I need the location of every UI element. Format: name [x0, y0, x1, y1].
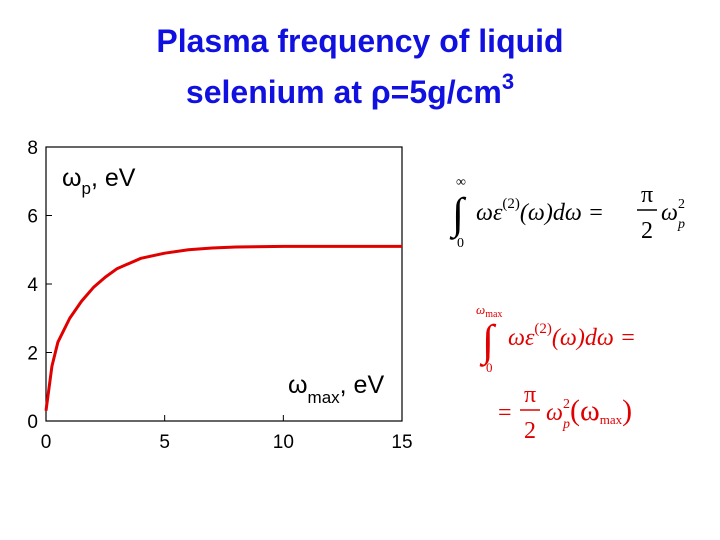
eq-text: max	[600, 412, 623, 427]
x-axis-label: ωmax, eV	[288, 371, 384, 407]
y-tick-label: 8	[27, 138, 38, 159]
eq-text: (ω)dω =	[552, 325, 636, 351]
eq-text: 2	[641, 218, 653, 244]
title-superscript: 3	[502, 69, 514, 94]
eq-text: ωε	[508, 325, 535, 351]
equation: ∫ ωmax 0 ωε(2)(ω)dω = = π 2 ωp2(ωmax)	[476, 302, 636, 444]
label-part: ω	[288, 371, 308, 399]
eq-text: (ω	[570, 394, 600, 427]
eq-text: π	[524, 382, 536, 408]
title-text: selenium at ρ=5g/cm	[186, 74, 502, 110]
y-tick-label: 0	[27, 412, 38, 433]
eq-text: p	[677, 217, 685, 232]
eq-text: (2)	[534, 321, 552, 337]
eq-text: =	[498, 400, 512, 426]
eq-text: ωp 2	[661, 197, 685, 232]
label-part: max	[308, 388, 341, 407]
eq-text: (ω)dω =	[520, 200, 604, 226]
x-tick-label: 10	[273, 432, 294, 453]
y-tick-label: 4	[27, 275, 38, 296]
title-line: Plasma frequency of liquid	[156, 23, 563, 59]
eq-text: ω	[546, 400, 563, 426]
equation: ∫ ∞ 0 ωε(2)(ω)dω = π 2 ωp 2	[449, 175, 685, 251]
eq-text: ωε(2)(ω)dω =	[508, 321, 636, 351]
eq-text: 0	[486, 360, 493, 375]
x-tick-label: 15	[391, 432, 412, 453]
title-line: selenium at ρ=5g/cm3	[186, 69, 514, 110]
x-tick-label: 5	[159, 432, 170, 453]
y-tick-label: 6	[27, 207, 38, 228]
data-line	[44, 244, 402, 411]
eq-text: 2	[678, 197, 685, 212]
eq-text: 0	[457, 236, 464, 251]
eq-text: (2)	[502, 196, 520, 212]
y-axis-label: ωp, eV	[62, 164, 136, 198]
eq-text: ωε	[476, 200, 503, 226]
x-tick-label: 0	[41, 432, 52, 453]
y-tick-label: 2	[27, 344, 38, 365]
label-part: p	[82, 179, 91, 198]
eq-text: ω	[476, 302, 485, 317]
eq-text: ω	[661, 200, 678, 226]
eq-text: ωmax	[476, 302, 502, 320]
eq-text: ωp 2(ωmax)	[546, 394, 632, 432]
eq-text: π	[641, 182, 653, 208]
label-part: , eV	[340, 371, 385, 399]
integral: ∫	[479, 316, 497, 367]
eq-text: 2	[563, 397, 570, 412]
integral: ∫	[449, 189, 467, 240]
eq-text: max	[485, 309, 502, 320]
label-part: , eV	[91, 164, 136, 192]
eq-text: )	[622, 394, 632, 427]
eq-text: p	[562, 417, 570, 432]
eq-text: ∞	[456, 175, 466, 190]
eq-text: 2	[524, 418, 536, 444]
label-part: ω	[62, 164, 82, 192]
eq-text: ωε(2)(ω)dω =	[476, 196, 604, 226]
